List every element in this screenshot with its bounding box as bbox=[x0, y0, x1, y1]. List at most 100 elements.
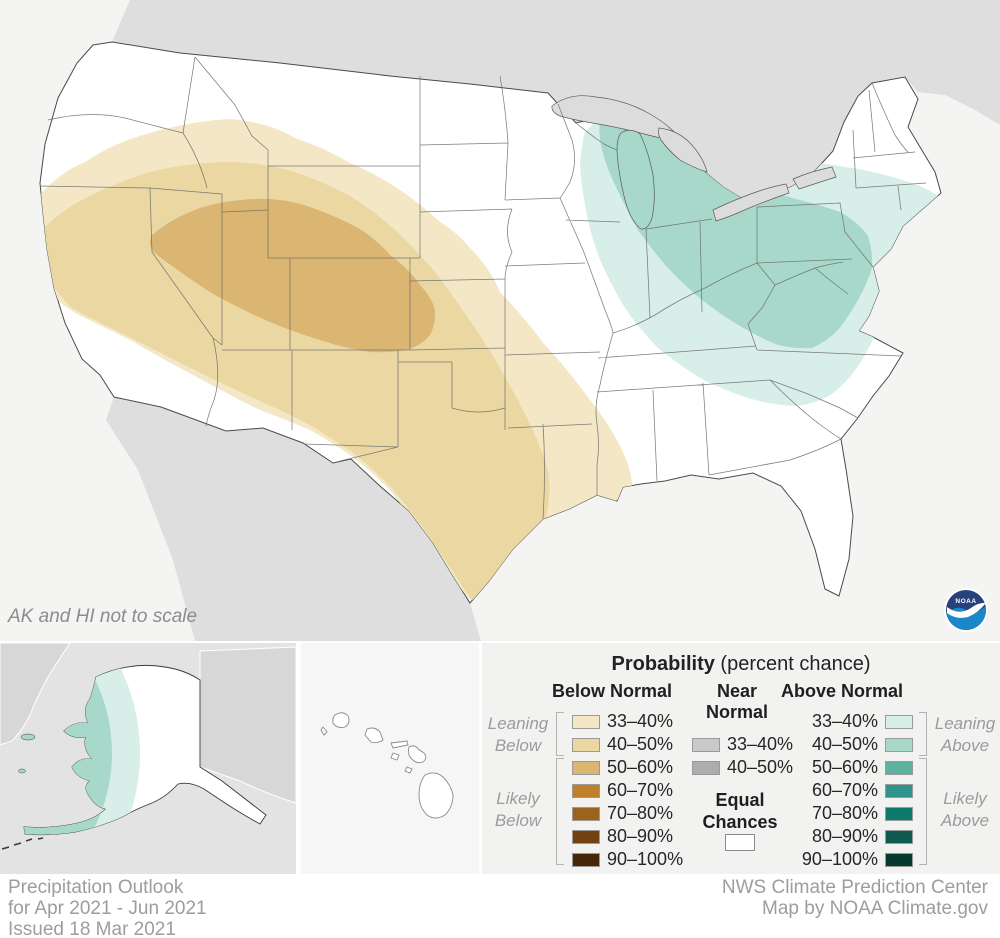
leaning-below-line2: Below bbox=[494, 736, 542, 755]
equal-chances-line1: Equal bbox=[715, 790, 765, 810]
below-swatch-3 bbox=[572, 783, 600, 798]
above-swatch-5 bbox=[885, 829, 913, 844]
footer-attribution-left: Precipitation Outlook for Apr 2021 - Jun… bbox=[8, 877, 207, 938]
legend-title-rest: (percent chance) bbox=[714, 653, 871, 675]
legend-title-bold: Probability bbox=[611, 653, 715, 675]
below-label-4: 70–80% bbox=[607, 803, 674, 823]
russia-landmass bbox=[0, 643, 71, 746]
legend-row: 80–90% bbox=[792, 825, 913, 848]
legend-row: 33–40% bbox=[572, 710, 683, 733]
legend-row: 50–60% bbox=[572, 756, 683, 779]
below-swatch-4 bbox=[572, 806, 600, 821]
legend-row: 33–40% bbox=[792, 710, 913, 733]
big-island bbox=[418, 772, 454, 819]
above-swatch-2 bbox=[885, 760, 913, 775]
noaa-logo-text: NOAA bbox=[955, 598, 976, 605]
legend-row: 40–50% bbox=[692, 756, 793, 779]
below-normal-header: Below Normal bbox=[551, 681, 673, 701]
kahoolawe-island bbox=[404, 766, 413, 774]
below-swatch-1 bbox=[572, 737, 600, 752]
footer-title-line: Precipitation Outlook bbox=[8, 877, 184, 898]
lake-ontario bbox=[792, 166, 837, 190]
kauai-island bbox=[332, 712, 350, 728]
below-swatch-6 bbox=[572, 852, 600, 867]
oahu-island bbox=[364, 727, 384, 744]
canada-landmass bbox=[112, 0, 1000, 199]
legend-row: 60–70% bbox=[572, 779, 683, 802]
below-label-1: 40–50% bbox=[607, 734, 674, 754]
footer-period-line: for Apr 2021 - Jun 2021 bbox=[8, 898, 207, 919]
legend-row: 50–60% bbox=[792, 756, 913, 779]
footer-credit-line: Map by NOAA Climate.gov bbox=[762, 898, 988, 919]
legend-row: 70–80% bbox=[572, 802, 683, 825]
below-swatch-5 bbox=[572, 829, 600, 844]
near-header-line1: Near bbox=[716, 681, 758, 701]
above-normal-header: Above Normal bbox=[780, 681, 904, 701]
legend-row: 90–100% bbox=[792, 848, 913, 871]
above-label-5: 80–90% bbox=[811, 826, 878, 846]
legend-row: 60–70% bbox=[792, 779, 913, 802]
legend-row: 70–80% bbox=[792, 802, 913, 825]
legend-row: 33–40% bbox=[692, 733, 793, 756]
niihau-island bbox=[320, 726, 328, 736]
likely-below-bracket bbox=[556, 758, 564, 865]
leaning-below-label: Leaning Below bbox=[484, 713, 552, 757]
likely-above-line1: Likely bbox=[943, 789, 987, 808]
above-swatch-3 bbox=[885, 783, 913, 798]
mexico-landmass bbox=[106, 397, 481, 641]
hawaii-inset bbox=[301, 643, 479, 874]
legend-row: 80–90% bbox=[572, 825, 683, 848]
likely-above-bracket bbox=[919, 758, 927, 865]
near-swatch-0 bbox=[692, 737, 720, 752]
near-header-line2: Normal bbox=[705, 702, 768, 722]
below-normal-band-50-60 bbox=[150, 198, 436, 353]
below-swatch-2 bbox=[572, 760, 600, 775]
footer-attribution-right: NWS Climate Prediction Center Map by NOA… bbox=[722, 877, 988, 919]
near-label-0: 33–40% bbox=[727, 734, 794, 754]
molokai-island bbox=[390, 740, 409, 749]
above-label-3: 60–70% bbox=[811, 780, 878, 800]
leaning-above-bracket bbox=[919, 712, 927, 756]
likely-below-line1: Likely bbox=[496, 789, 540, 808]
hawaii-islands bbox=[320, 712, 454, 819]
lake-erie bbox=[712, 183, 790, 222]
conus-map: NOAA bbox=[0, 0, 1000, 641]
likely-above-line2: Above bbox=[940, 811, 990, 830]
scale-note: AK and HI not to scale bbox=[8, 606, 198, 627]
canada-landmass-ak bbox=[199, 646, 296, 804]
equal-chances-line2: Chances bbox=[702, 812, 778, 832]
legend-row: 90–100% bbox=[572, 848, 683, 871]
below-normal-rows: 33–40% 40–50% 50–60% 60–70% 70–80% 80–90… bbox=[572, 710, 683, 871]
lanai-island bbox=[390, 752, 400, 761]
above-swatch-1 bbox=[885, 737, 913, 752]
probability-bands bbox=[40, 99, 938, 600]
likely-above-label: Likely Above bbox=[932, 788, 998, 832]
alaska-inset bbox=[0, 643, 296, 874]
above-normal-band-40-50 bbox=[599, 105, 873, 349]
st-lawrence-island bbox=[20, 733, 36, 741]
below-label-2: 50–60% bbox=[607, 757, 674, 777]
below-label-5: 80–90% bbox=[607, 826, 674, 846]
above-label-2: 50–60% bbox=[811, 757, 878, 777]
lake-michigan bbox=[616, 129, 655, 230]
leaning-above-line1: Leaning bbox=[934, 714, 996, 733]
legend-row: 40–50% bbox=[572, 733, 683, 756]
above-swatch-4 bbox=[885, 806, 913, 821]
near-swatch-1 bbox=[692, 760, 720, 775]
below-label-6: 90–100% bbox=[607, 849, 684, 869]
above-swatch-6 bbox=[885, 852, 913, 867]
leaning-below-bracket bbox=[556, 712, 564, 756]
likely-below-label: Likely Below bbox=[484, 788, 552, 832]
footer-issued-line: Issued 18 Mar 2021 bbox=[8, 919, 176, 938]
below-normal-band-40-50 bbox=[42, 162, 550, 600]
hawaii-ocean bbox=[301, 643, 479, 874]
noaa-logo-gull bbox=[947, 602, 986, 618]
near-normal-rows: 33–40% 40–50% bbox=[692, 733, 793, 779]
leaning-above-label: Leaning Above bbox=[932, 713, 998, 757]
equal-chances-label: Equal Chances bbox=[687, 789, 793, 833]
below-swatch-0 bbox=[572, 714, 600, 729]
equal-chances-swatch bbox=[725, 834, 755, 851]
leaning-below-line1: Leaning bbox=[487, 714, 549, 733]
above-label-1: 40–50% bbox=[811, 734, 878, 754]
state-borders bbox=[39, 56, 927, 520]
